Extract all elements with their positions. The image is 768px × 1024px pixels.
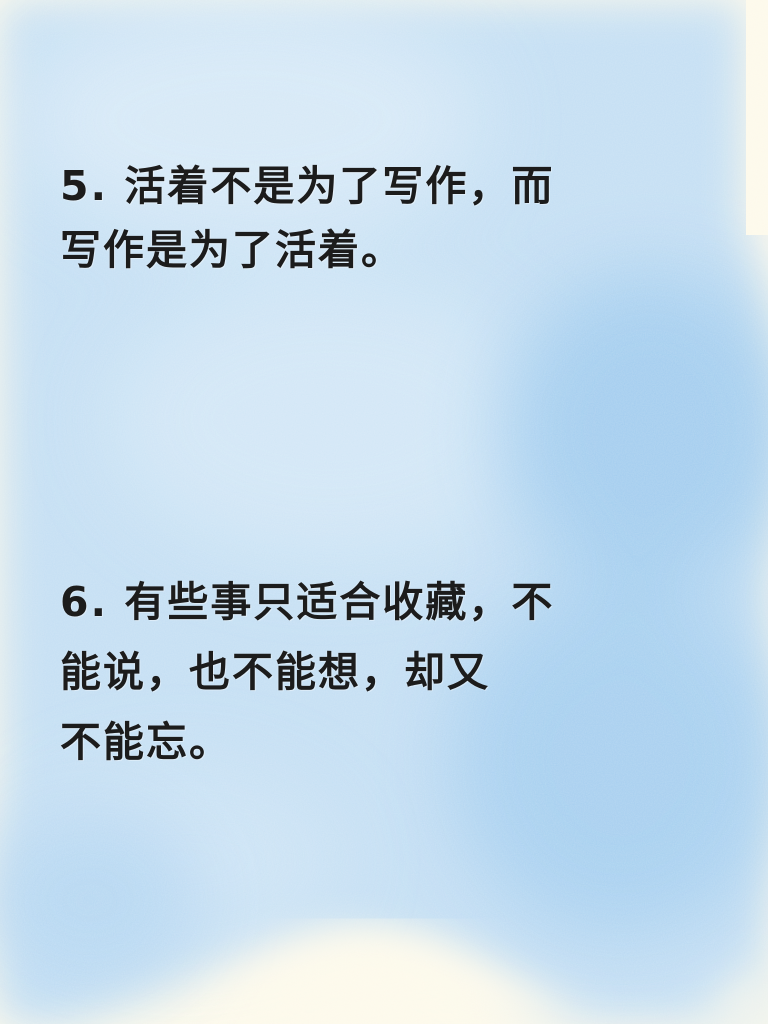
quote-6-line-2: 能说，也不能想，却又	[60, 648, 490, 696]
quote-5: 5. 活着不是为了写作，而 写作是为了活着。	[60, 154, 554, 282]
quote-5-line-1: 5. 活着不是为了写作，而	[60, 162, 555, 210]
quote-6: 6. 有些事只适合收藏，不 能说，也不能想，却又 不能忘。	[60, 567, 554, 777]
quote-5-line-2: 写作是为了活着。	[60, 226, 404, 274]
quote-6-line-1: 6. 有些事只适合收藏，不	[60, 578, 555, 626]
quote-6-line-3: 不能忘。	[60, 718, 232, 766]
